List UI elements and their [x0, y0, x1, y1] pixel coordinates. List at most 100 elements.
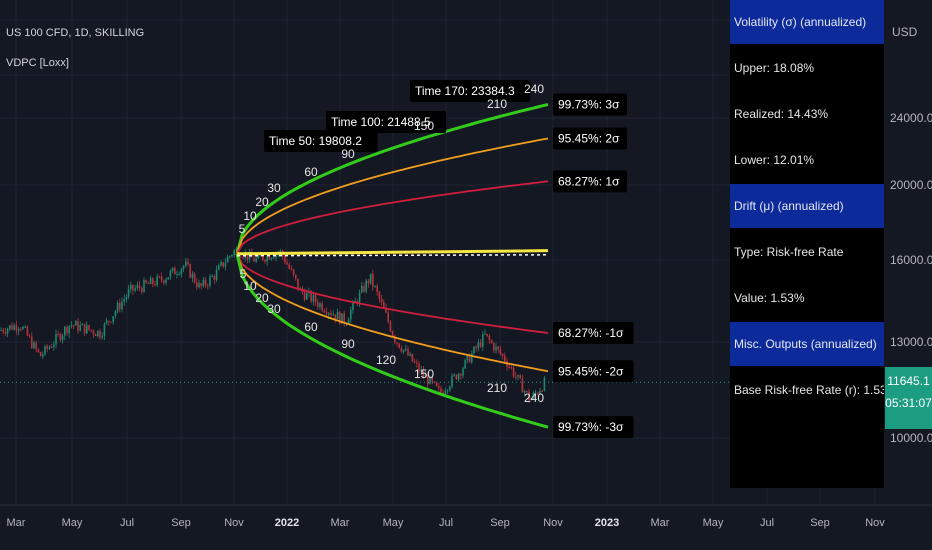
candle-body — [442, 392, 444, 395]
candle-body — [57, 333, 59, 335]
candle-body — [2, 329, 4, 333]
cone-line-95-45----2- — [236, 253, 549, 373]
candle-body — [515, 376, 517, 378]
candle-body — [288, 264, 290, 269]
candle-body — [134, 288, 136, 291]
candle-body — [196, 282, 198, 288]
candle-body — [198, 283, 200, 288]
candle-body — [413, 361, 416, 363]
candle-body — [15, 325, 18, 331]
candle-body — [253, 257, 255, 262]
candle-body — [68, 325, 70, 334]
candle-body — [191, 273, 194, 278]
candle-body — [182, 265, 185, 269]
candle-body — [9, 325, 11, 329]
candle-body — [224, 262, 227, 267]
candle-body — [200, 283, 202, 287]
candle-body — [365, 280, 367, 292]
candle-body — [398, 343, 400, 348]
candle-body — [75, 321, 77, 326]
candle-body — [385, 308, 387, 313]
lower-step-label: 5 — [240, 267, 247, 281]
time-axis-tick: Nov — [543, 517, 563, 529]
candle-body — [387, 312, 389, 322]
candle-body — [235, 248, 238, 250]
candle-body — [468, 355, 471, 363]
cone-labels: 99.73%: 3σ 95.45%: 2σ 68.27%: 1σ 68.27%: -1… — [239, 80, 634, 439]
candle-body — [317, 302, 319, 307]
candle-body — [240, 256, 242, 258]
candle-body — [471, 353, 473, 363]
lower-step-label: 10 — [243, 279, 257, 293]
candle-body — [167, 277, 169, 280]
candle-body — [257, 254, 260, 259]
candle-body — [493, 343, 495, 351]
candle-body — [424, 375, 427, 377]
candle-body — [116, 302, 119, 312]
candle-body — [321, 303, 323, 311]
candle-body — [334, 314, 337, 320]
candle-body — [222, 262, 224, 267]
candle-body — [152, 278, 154, 285]
candle-body — [101, 335, 103, 338]
candle-body — [123, 299, 125, 302]
candle-body — [28, 335, 31, 337]
candle-body — [517, 375, 519, 377]
candle-body — [482, 334, 484, 347]
candle-body — [163, 280, 165, 283]
candle-body — [37, 349, 40, 353]
candle-body — [11, 325, 13, 330]
candle-body — [158, 276, 161, 278]
candle-body — [367, 280, 370, 284]
candle-body — [226, 256, 229, 263]
candle-body — [97, 330, 99, 337]
sigma-label-box — [553, 416, 634, 439]
candle-body — [279, 250, 282, 253]
time-axis-tick: 2022 — [275, 517, 299, 529]
cone-line-95-45---2- — [236, 137, 549, 255]
candle-body — [455, 374, 458, 380]
candle-body — [44, 346, 46, 355]
candle-body — [127, 289, 130, 297]
time-tag: Time 50: 19808.2 — [269, 134, 362, 148]
candle-body — [147, 282, 150, 284]
candle-body — [4, 332, 7, 334]
time-axis-tick: Jul — [120, 517, 134, 529]
candle-body — [530, 398, 532, 401]
candle-body — [189, 264, 191, 278]
candle-body — [519, 375, 521, 379]
candle-body — [171, 267, 174, 271]
sigma-label: 68.27%: -1σ — [558, 326, 624, 340]
candle-body — [108, 320, 110, 322]
candle-body — [53, 344, 55, 348]
candle-body — [462, 368, 464, 376]
candle-body — [211, 276, 213, 278]
candle-body — [391, 331, 394, 336]
candle-body — [13, 325, 15, 330]
candle-body — [246, 253, 249, 260]
candle-body — [22, 326, 24, 330]
current-price-badge: 11645.1 05:31:07 — [885, 367, 932, 429]
candle-body — [402, 349, 405, 352]
candle-body — [202, 279, 205, 287]
candle-body — [255, 258, 257, 262]
price-axis-tick: 24000.0 — [890, 111, 932, 125]
candle-body — [429, 376, 431, 385]
time-axis-tick: Nov — [224, 517, 244, 529]
candle-body — [374, 286, 376, 288]
candle-body — [389, 321, 392, 332]
panel-section-header: Volatility (σ) (annualized) — [730, 0, 884, 44]
candle-body — [187, 261, 189, 265]
candle-body — [416, 362, 418, 364]
candle-body — [534, 392, 537, 394]
time-tag-box — [410, 80, 531, 102]
candle-body — [405, 348, 407, 350]
candle-body — [24, 326, 26, 328]
candle-body — [435, 382, 438, 387]
panel-section-header: Misc. Outputs (annualized) — [730, 322, 884, 366]
candle-body — [449, 386, 451, 391]
candle-body — [169, 270, 172, 278]
lower-step-label: 90 — [341, 337, 355, 351]
lower-step-label: 30 — [267, 302, 281, 316]
candle-body — [6, 328, 9, 334]
